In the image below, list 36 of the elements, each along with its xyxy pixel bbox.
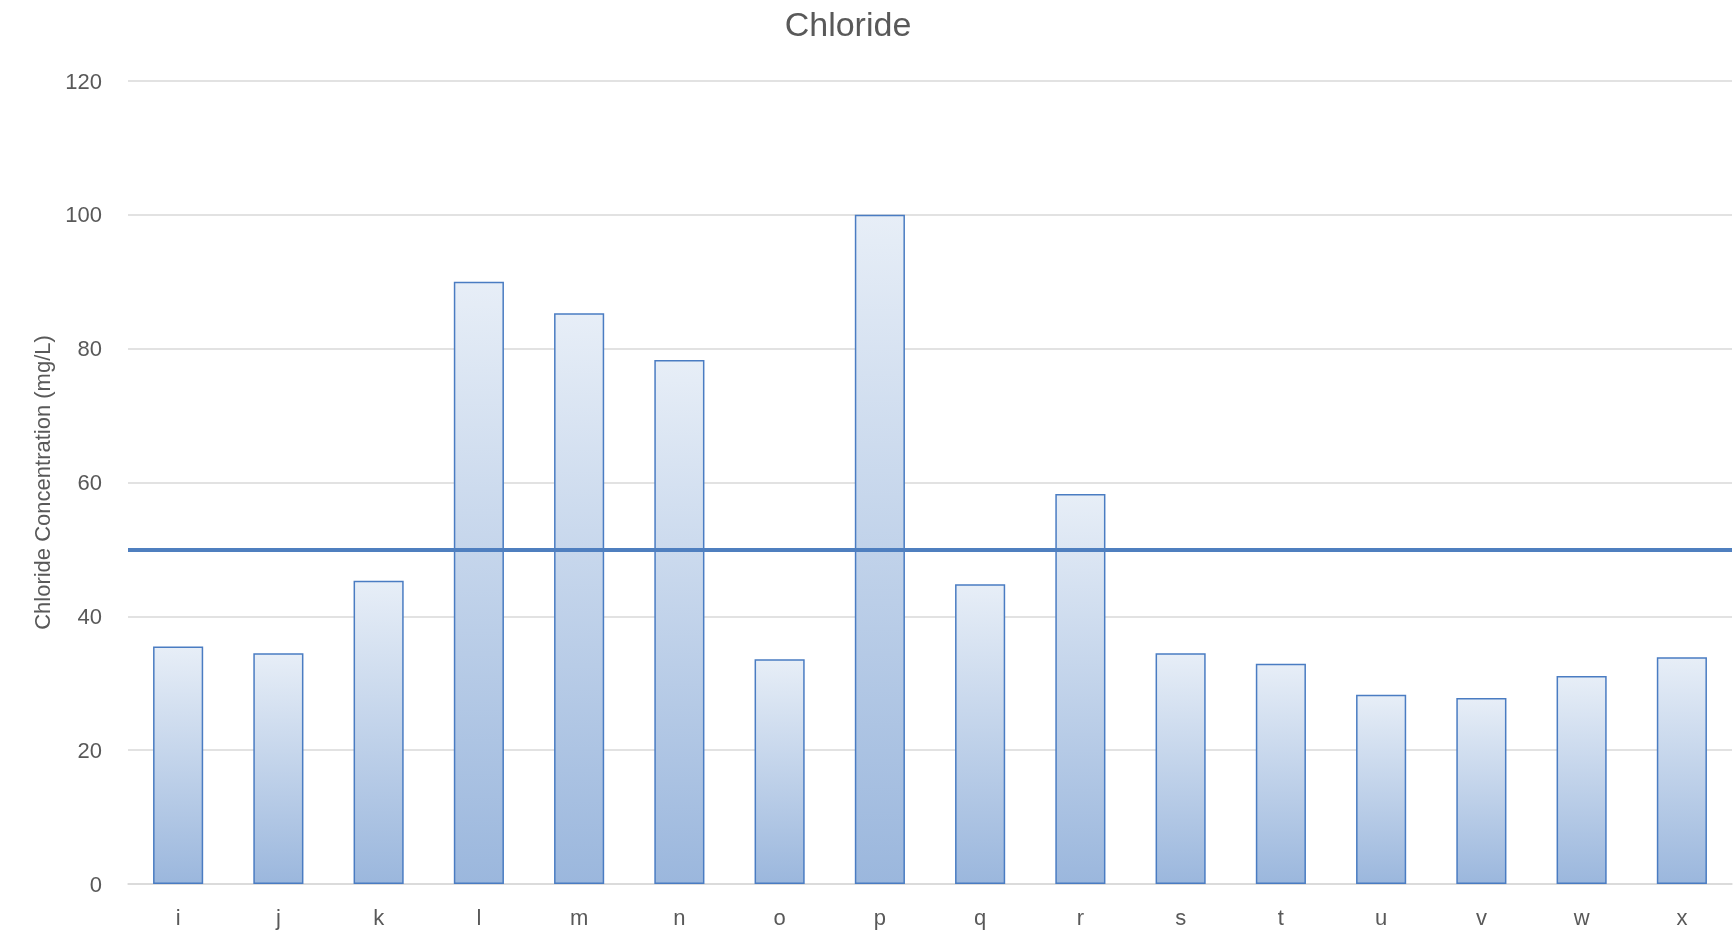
x-tick-label: r	[1076, 904, 1085, 930]
x-tick-label: n	[673, 904, 686, 930]
y-tick-label: 80	[77, 336, 102, 362]
y-tick-label: 60	[77, 470, 102, 495]
y-tick-label: 100	[65, 202, 102, 228]
x-tick-label: q	[974, 904, 987, 930]
x-tick-label: v	[1475, 904, 1487, 930]
x-tick-label: u	[1375, 904, 1388, 930]
y-axis-title: Chloride Concentration (mg/L)	[29, 335, 55, 630]
bar	[1155, 653, 1206, 884]
bar	[1456, 697, 1507, 884]
bar	[955, 584, 1006, 884]
bar	[1656, 657, 1707, 884]
bar	[353, 580, 404, 884]
x-tick-label: w	[1572, 904, 1590, 930]
bar	[1356, 694, 1407, 884]
x-tick-label: s	[1175, 904, 1187, 930]
y-tick-label: 0	[89, 871, 102, 897]
bar	[1556, 675, 1607, 884]
y-tick-label: 40	[77, 603, 102, 629]
bar	[253, 653, 304, 884]
chart-title: Chloride	[784, 5, 912, 43]
x-tick-label: x	[1676, 904, 1688, 930]
x-tick-label: l	[476, 904, 482, 930]
y-tick-label: 20	[77, 737, 102, 763]
y-tick-label: 120	[65, 68, 102, 94]
x-tick-label: j	[274, 904, 281, 930]
bar	[1255, 663, 1306, 884]
x-tick-label: i	[175, 904, 181, 930]
x-tick-label: m	[569, 904, 589, 930]
x-tick-label: k	[373, 904, 386, 930]
x-tick-label: p	[873, 904, 886, 930]
x-tick-label: t	[1277, 904, 1284, 930]
x-tick-label: o	[773, 904, 786, 930]
bar	[754, 659, 805, 884]
bar	[153, 646, 204, 884]
